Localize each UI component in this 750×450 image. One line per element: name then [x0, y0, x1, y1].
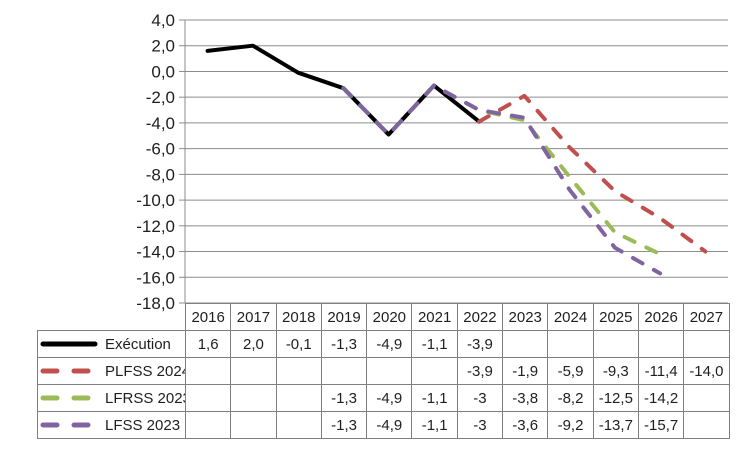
value-cell: -14,2	[637, 384, 685, 412]
value-cell: -13,7	[592, 411, 639, 439]
year-header-cell: 2027	[683, 303, 730, 331]
legend-line-key-icon	[40, 422, 98, 428]
y-axis-tick-label: 0,0	[151, 62, 175, 81]
table-corner-blank	[38, 304, 186, 331]
year-header-cell: 2024	[547, 303, 594, 331]
value-cell: 1,6	[184, 330, 232, 358]
value-cell: -1,1	[411, 384, 458, 412]
value-cell: -1,3	[320, 330, 368, 358]
value-cell: -1,3	[320, 411, 368, 439]
value-cell	[547, 330, 594, 358]
legend-label: PLFSS 2024	[105, 362, 186, 380]
value-cell	[184, 384, 232, 412]
legend-label: Exécution	[105, 335, 171, 353]
value-cell	[184, 411, 232, 439]
year-header-cell: 2020	[366, 303, 413, 331]
value-cell: -15,7	[637, 411, 685, 439]
value-cell: -12,5	[592, 384, 639, 412]
legend-cell: Exécution	[37, 330, 186, 358]
value-cell	[637, 330, 685, 358]
value-cell	[184, 357, 232, 385]
value-cell	[275, 411, 322, 439]
year-header-cell: 2022	[456, 303, 504, 331]
value-cell: -1,1	[411, 411, 458, 439]
year-header-cell: 2026	[637, 303, 685, 331]
y-axis-tick-label: -10,0	[136, 191, 175, 210]
value-cell	[230, 384, 277, 412]
value-cell	[320, 357, 368, 385]
value-cell	[275, 384, 322, 412]
year-header-cell: 2019	[320, 303, 368, 331]
value-cell	[230, 411, 277, 439]
legend-cell: PLFSS 2024	[37, 357, 186, 385]
legend-line-key-icon	[40, 341, 98, 347]
table-row: LFRSS 2023 -1,3 -4,9 -1,1 -3 -3,8 -8,2 -12,5 -14…	[37, 384, 730, 412]
value-cell: -0,1	[275, 330, 322, 358]
legend-line-key-icon	[40, 395, 98, 401]
value-cell: -14,0	[683, 357, 730, 385]
value-cell: -8,2	[547, 384, 594, 412]
value-cell	[502, 330, 549, 358]
chart-data-table: 2016 2017 2018 2019 2020 2021 2022 2023 2024 2025…	[37, 303, 730, 439]
value-cell: -9,2	[547, 411, 594, 439]
legend-cell: LFSS 2023	[37, 411, 186, 439]
y-axis-tick-label: 4,0	[151, 11, 175, 30]
value-cell	[275, 357, 322, 385]
year-header-cell: 2025	[592, 303, 639, 331]
value-cell	[366, 357, 413, 385]
value-cell	[683, 330, 730, 358]
y-axis-tick-label: -18,0	[136, 294, 175, 313]
legend-cell: LFRSS 2023	[37, 384, 186, 412]
value-cell: -4,9	[366, 384, 413, 412]
value-cell	[592, 330, 639, 358]
value-cell	[230, 357, 277, 385]
value-cell: -3,9	[456, 330, 504, 358]
value-cell: -4,9	[366, 330, 413, 358]
year-header-cell: 2021	[411, 303, 458, 331]
value-cell: 2,0	[230, 330, 277, 358]
value-cell: -3,9	[456, 357, 504, 385]
value-cell	[683, 411, 730, 439]
y-axis-tick-label: -12,0	[136, 217, 175, 236]
series-line-plfss-2024	[477, 93, 708, 254]
table-row: PLFSS 2024 -3,9 -1,9 -5,9 -9,3 -11,4 -14,0	[37, 357, 730, 385]
table-row: Exécution 1,6 2,0 -0,1 -1,3 -4,9 -1,1 -3,9	[37, 330, 730, 358]
year-header-cell: 2016	[184, 303, 232, 331]
value-cell: -3,8	[502, 384, 549, 412]
legend-label: LFRSS 2023	[105, 389, 186, 407]
value-cell: -3,6	[502, 411, 549, 439]
y-axis-tick-label: -4,0	[146, 114, 175, 133]
value-cell: -1,1	[411, 330, 458, 358]
series-line-lfss-2023	[341, 83, 663, 276]
value-cell: -5,9	[547, 357, 594, 385]
legend-line-key-icon	[40, 368, 98, 374]
year-header-cell: 2017	[230, 303, 277, 331]
value-cell: -4,9	[366, 411, 413, 439]
table-row: LFSS 2023 -1,3 -4,9 -1,1 -3 -3,6 -9,2 -13,7 -15,…	[37, 411, 730, 439]
y-axis-tick-label: -2,0	[146, 88, 175, 107]
y-axis-tick-label: -8,0	[146, 165, 175, 184]
value-cell: -3	[456, 384, 504, 412]
year-header-cell: 2018	[275, 303, 322, 331]
value-cell	[411, 357, 458, 385]
year-header-cell: 2023	[502, 303, 549, 331]
value-cell: -9,3	[592, 357, 639, 385]
y-axis-tick-label: -16,0	[136, 268, 175, 287]
y-axis-tick-label: 2,0	[151, 37, 175, 56]
value-cell	[683, 384, 730, 412]
value-cell: -1,9	[502, 357, 549, 385]
year-header-row: 2016 2017 2018 2019 2020 2021 2022 2023 2024 2025…	[38, 303, 730, 331]
y-axis-tick-label: -14,0	[136, 243, 175, 262]
value-cell: -3	[456, 411, 504, 439]
legend-label: LFSS 2023	[105, 416, 181, 434]
value-cell: -1,3	[320, 384, 368, 412]
y-axis-tick-label: -6,0	[146, 140, 175, 159]
value-cell: -11,4	[637, 357, 685, 385]
